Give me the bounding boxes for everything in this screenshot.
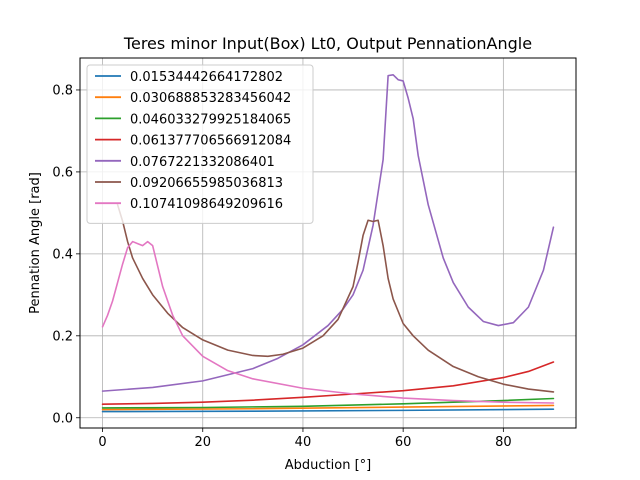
legend-box bbox=[86, 64, 314, 224]
legend-entry-label: 0.0767221332086401 bbox=[130, 155, 275, 170]
x-tick-label: 0 bbox=[98, 435, 106, 450]
series-line-1 bbox=[101, 408, 555, 413]
legend-entry-label: 0.030688853283456042 bbox=[130, 91, 291, 106]
series-line-3 bbox=[101, 397, 555, 409]
series-line-6 bbox=[116, 203, 555, 393]
legend-entry-label: 0.09206655985036813 bbox=[130, 176, 283, 191]
legend-entry-label: 0.01534442664172802 bbox=[130, 70, 283, 85]
legend-entry-label: 0.10741098649209616 bbox=[130, 197, 283, 212]
series-lines bbox=[101, 74, 555, 413]
x-tick-label: 20 bbox=[194, 435, 211, 450]
x-tick-label: 80 bbox=[495, 435, 512, 450]
y-axis-ticks: 0.0 0.2 0.4 0.6 0.8 bbox=[52, 83, 80, 426]
y-tick-label: 0.4 bbox=[52, 247, 73, 262]
x-tick-label: 40 bbox=[295, 435, 312, 450]
y-axis-label: Pennation Angle [rad] bbox=[28, 172, 43, 314]
chart-title: Teres minor Input(Box) Lt0, Output Penna… bbox=[123, 34, 532, 53]
x-tick-label: 60 bbox=[395, 435, 412, 450]
series-line-2 bbox=[101, 404, 555, 411]
series-line-7 bbox=[101, 240, 555, 404]
x-axis-label: Abduction [°] bbox=[285, 458, 371, 473]
y-tick-label: 0.6 bbox=[52, 165, 73, 180]
y-tick-label: 0.8 bbox=[52, 83, 73, 98]
y-tick-label: 0.0 bbox=[52, 411, 73, 426]
legend-entry-label: 0.061377706566912084 bbox=[130, 134, 291, 149]
series-line-5 bbox=[101, 74, 555, 392]
plot-area-frame bbox=[79, 57, 577, 429]
legend: 0.01534442664172802 0.030688853283456042 0… bbox=[86, 64, 314, 224]
y-tick-label: 0.2 bbox=[52, 329, 73, 344]
x-axis-ticks: 0 20 40 60 80 bbox=[98, 428, 512, 450]
legend-entry-label: 0.046033279925184065 bbox=[130, 112, 291, 127]
